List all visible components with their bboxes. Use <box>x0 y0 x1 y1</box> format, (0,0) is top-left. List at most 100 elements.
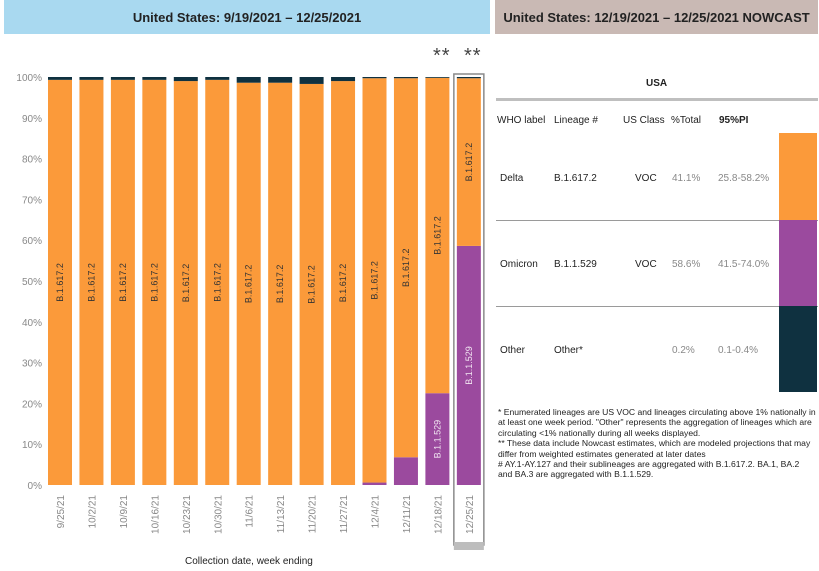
bar-segment <box>362 78 387 483</box>
y-tick-label: 100% <box>16 73 42 84</box>
bar-label: B.1.617.2 <box>338 264 348 303</box>
bar-segment <box>393 78 418 458</box>
bar-segment <box>110 79 135 485</box>
bar-segment <box>48 77 72 80</box>
bar-segment <box>362 482 387 485</box>
nowcast-mark-1: ** <box>433 45 451 67</box>
bar-segment <box>331 77 356 82</box>
x-tick-label: 11/27/21 <box>339 495 350 534</box>
x-tick-label: 10/30/21 <box>213 495 224 534</box>
table-row-other: Other Other* 0.2% 0.1-0.4% <box>496 306 818 392</box>
bar-segment <box>205 79 230 485</box>
bar-label: B.1.617.2 <box>55 263 65 302</box>
y-tick-label: 20% <box>22 399 42 410</box>
cell-who: Omicron <box>500 259 538 270</box>
y-tick-label: 30% <box>22 359 42 370</box>
bar-segment <box>79 79 104 485</box>
bar-segment <box>268 82 293 485</box>
table-row-omicron: Omicron B.1.1.529 VOC 58.6% 41.5-74.0% <box>496 220 818 307</box>
bar-label-omicron: B.1.1.529 <box>464 346 474 385</box>
bar-label: B.1.617.2 <box>118 263 128 302</box>
col-header-class: US Class <box>623 115 665 126</box>
bar-segment <box>393 457 418 485</box>
cell-lineage: B.1.617.2 <box>554 173 597 184</box>
region-divider <box>496 98 818 101</box>
bar-segment <box>456 77 481 79</box>
bar-label: B.1.617.2 <box>244 265 254 304</box>
bar-segment <box>456 78 481 246</box>
bar-label: B.1.617.2 <box>464 143 474 182</box>
bar-label-omicron: B.1.1.529 <box>432 420 442 459</box>
cell-lineage: Other* <box>554 345 583 356</box>
y-tick-label: 10% <box>22 440 42 451</box>
footnotes: * Enumerated lineages are US VOC and lin… <box>498 407 816 480</box>
variant-proportion-chart: 0% 10% 20% 30% 40% 50% 60% 70% 80% 90% 100% B.1.617… <box>16 73 485 550</box>
bar-segment <box>110 77 135 80</box>
bar-segment <box>142 79 167 485</box>
y-tick-label: 50% <box>22 277 42 288</box>
col-header-total: %Total <box>671 115 702 126</box>
y-tick-label: 0% <box>28 481 43 492</box>
cell-total: 58.6% <box>672 259 701 270</box>
cell-pi: 0.1-0.4% <box>718 345 759 356</box>
bar-label: B.1.617.2 <box>370 261 380 300</box>
bar-segment <box>173 81 198 485</box>
bar-label: B.1.617.2 <box>86 263 96 302</box>
cell-who: Delta <box>500 173 524 184</box>
table-row-delta: Delta B.1.617.2 VOC 41.1% 25.8-58.2% <box>496 133 818 221</box>
bar-segment <box>79 77 104 80</box>
x-tick-label: 10/2/21 <box>87 495 98 529</box>
bar-segment <box>236 82 261 485</box>
cell-pi: 41.5-74.0% <box>718 259 770 270</box>
bar-label: B.1.617.2 <box>307 265 317 304</box>
x-tick-label: 12/11/21 <box>402 495 413 534</box>
x-tick-label: 12/25/21 <box>465 495 476 534</box>
bar-segment <box>331 81 356 485</box>
footnote-3: # AY.1-AY.127 and their sublineages are … <box>498 459 800 480</box>
cell-pi: 25.8-58.2% <box>718 173 770 184</box>
bar-segment <box>268 77 293 83</box>
y-tick-label: 60% <box>22 236 42 247</box>
cell-total: 0.2% <box>672 345 695 356</box>
col-header-pi: 95%PI <box>719 115 749 126</box>
bar-segment <box>236 77 261 83</box>
bar-segment <box>456 245 481 485</box>
bar-segment <box>425 77 450 394</box>
omicron-swatch <box>779 220 817 306</box>
chart-header: United States: 9/19/2021 – 12/25/2021 <box>4 0 490 34</box>
other-swatch <box>779 306 817 392</box>
x-tick-label: 11/20/21 <box>308 495 319 534</box>
footnote-2: ** These data include Nowcast estimates,… <box>498 438 811 459</box>
y-tick-label: 40% <box>22 318 42 329</box>
x-tick-label: 9/25/21 <box>56 495 67 529</box>
bar-segment <box>362 77 387 79</box>
bar-segment <box>425 393 450 485</box>
bar-segment <box>142 77 167 80</box>
bar-label: B.1.617.2 <box>401 248 411 287</box>
x-tick-label: 12/4/21 <box>371 495 382 529</box>
bar-segment <box>48 79 72 485</box>
cell-class: VOC <box>635 173 657 184</box>
bar-segment <box>173 77 198 82</box>
bar-label: B.1.617.2 <box>149 263 159 302</box>
footnote-1: * Enumerated lineages are US VOC and lin… <box>498 407 816 438</box>
nowcast-mark-2: ** <box>464 45 482 67</box>
delta-swatch <box>779 133 817 220</box>
bar-segment <box>425 77 450 78</box>
y-tick-label: 90% <box>22 114 42 125</box>
bar-label: B.1.617.2 <box>181 264 191 303</box>
nowcast-header: United States: 12/19/2021 – 12/25/2021 N… <box>495 0 818 34</box>
col-header-lineage: Lineage # <box>554 115 598 126</box>
region-label: USA <box>646 78 668 89</box>
x-axis-title: Collection date, week ending <box>185 556 313 567</box>
scroll-marker <box>453 542 484 550</box>
bar-label: B.1.617.2 <box>212 263 222 302</box>
cell-who: Other <box>500 345 526 356</box>
cell-total: 41.1% <box>672 173 701 184</box>
y-tick-label: 70% <box>22 195 42 206</box>
bar-label: B.1.617.2 <box>275 265 285 304</box>
cell-class: VOC <box>635 259 657 270</box>
x-tick-label: 12/18/21 <box>433 495 444 534</box>
bar-segment <box>393 77 418 79</box>
col-header-who: WHO label <box>497 115 546 126</box>
